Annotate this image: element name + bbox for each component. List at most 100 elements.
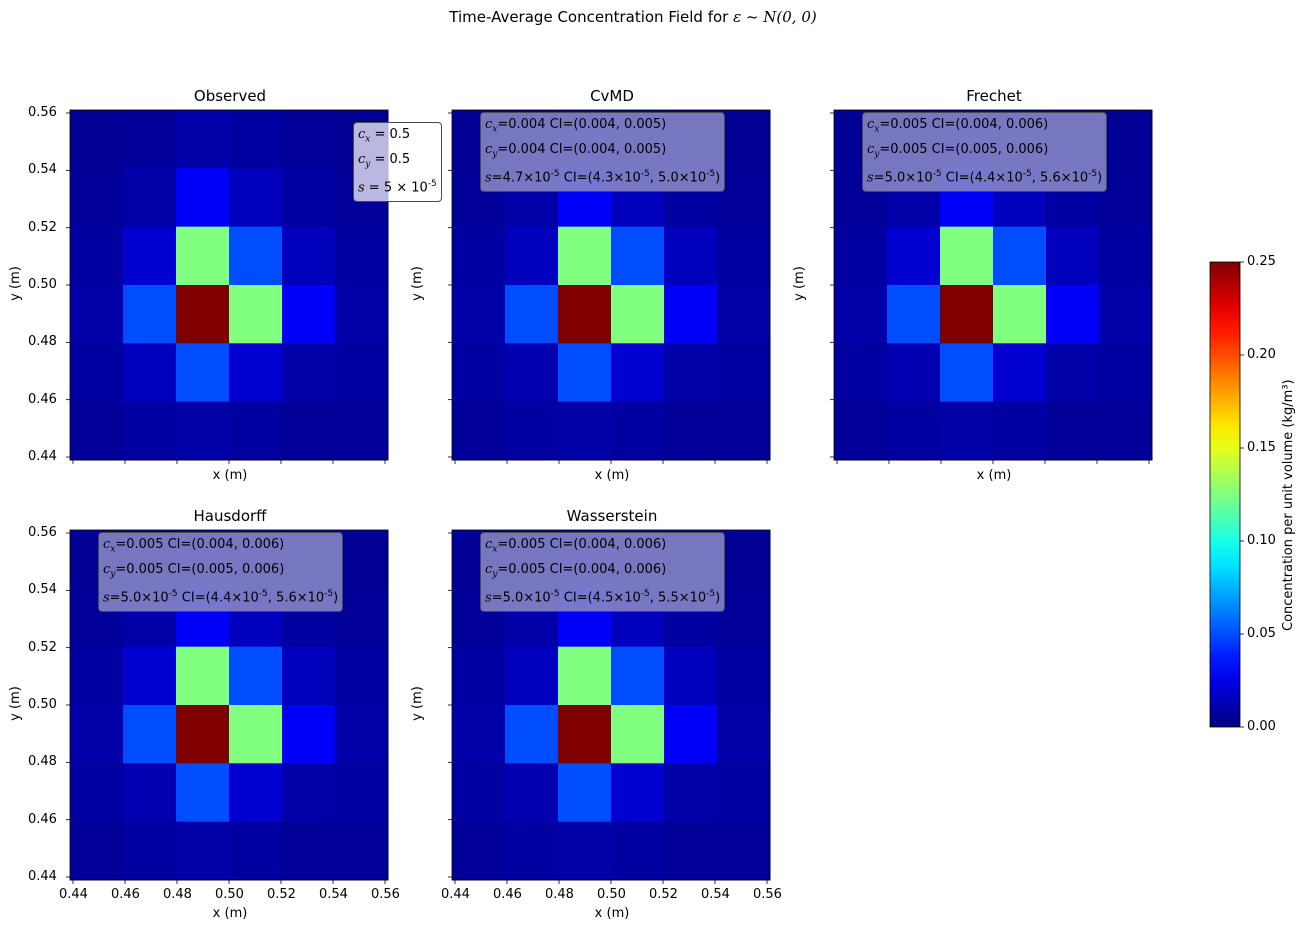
heat-cell xyxy=(505,285,559,344)
figure-title-text: Time-Average Concentration Field for xyxy=(449,8,734,26)
heat-cell xyxy=(993,226,1047,286)
y-tick-label: 0.54 xyxy=(28,582,57,598)
heat-cell xyxy=(452,646,506,706)
heat-cell xyxy=(123,401,177,461)
x-tick-label: 0.46 xyxy=(493,887,522,902)
heat-cell xyxy=(664,226,718,286)
colorbar-tick-label: 0.25 xyxy=(1247,254,1276,269)
heat-cell xyxy=(335,821,389,881)
heat-cell xyxy=(717,588,771,648)
heat-cell xyxy=(282,401,336,461)
parameter-line: s=5.0×10-5 CI=(4.5×10-5, 5.5×10-5) xyxy=(485,589,721,606)
heat-cell xyxy=(70,168,124,228)
x-tick-label: 0.54 xyxy=(701,887,730,902)
heat-cell xyxy=(229,401,283,461)
heat-cell xyxy=(611,226,665,286)
heat-cell xyxy=(335,285,389,344)
x-tick-label: 0.50 xyxy=(597,887,626,902)
heat-cell xyxy=(123,285,177,344)
y-tick-label: 0.56 xyxy=(28,525,57,540)
panel-title: Observed xyxy=(193,87,267,105)
heat-cell xyxy=(229,285,283,344)
heat-cell xyxy=(887,401,941,461)
heat-cell xyxy=(717,168,771,228)
heat-cell xyxy=(282,821,336,881)
x-tick-label: 0.48 xyxy=(545,887,574,902)
heat-cell xyxy=(176,226,230,286)
heat-cell xyxy=(664,401,718,461)
panel-title: CvMD xyxy=(590,87,634,105)
heat-cell xyxy=(717,705,771,764)
heat-cell xyxy=(834,285,888,344)
parameter-line: cx=0.005 CI=(0.004, 0.006) xyxy=(103,537,285,555)
heat-cell xyxy=(834,401,888,461)
heat-cell xyxy=(176,110,230,169)
colorbar-label: Concentration per unit volume (kg/m³) xyxy=(1281,379,1296,631)
heat-cell xyxy=(558,343,612,403)
heat-cell xyxy=(123,343,177,403)
heat-cell xyxy=(505,705,559,764)
parameter-line: s=5.0×10-5 CI=(4.4×10-5, 5.6×10-5) xyxy=(103,589,339,606)
heat-cell xyxy=(282,343,336,403)
heat-cell xyxy=(1046,343,1100,403)
heat-cell xyxy=(664,763,718,823)
heat-cell xyxy=(1099,285,1153,344)
figure-title-math: ε ~ N(0, 0) xyxy=(733,8,817,26)
y-axis-label: y (m) xyxy=(409,266,425,301)
heat-cell xyxy=(887,226,941,286)
panel-observed xyxy=(66,109,389,464)
heat-cell xyxy=(70,763,124,823)
parameter-box: cx=0.005 CI=(0.004, 0.006) cy=0.005 CI=(0… xyxy=(98,532,344,612)
heat-cell xyxy=(176,646,230,706)
y-tick-label: 0.50 xyxy=(28,697,57,712)
heat-cell xyxy=(887,285,941,344)
colorbar-tick-label: 0.05 xyxy=(1247,626,1276,641)
heat-cell xyxy=(993,401,1047,461)
parameter-box: cx=0.004 CI=(0.004, 0.005) cy=0.004 CI=(0… xyxy=(480,112,726,192)
x-axis-label: x (m) xyxy=(594,468,630,483)
heat-cell xyxy=(176,401,230,461)
x-axis-label: x (m) xyxy=(594,906,630,921)
x-axis-label: x (m) xyxy=(212,468,248,483)
heat-cell xyxy=(176,821,230,881)
heat-cell xyxy=(452,401,506,461)
heat-cell xyxy=(282,110,336,169)
heat-cell xyxy=(335,401,389,461)
parameter-line: cx=0.004 CI=(0.004, 0.005) xyxy=(485,117,667,135)
heat-cell xyxy=(505,646,559,706)
heat-cell xyxy=(611,285,665,344)
heat-cell xyxy=(70,705,124,764)
heat-cell xyxy=(452,343,506,403)
heat-cell xyxy=(282,285,336,344)
parameter-line: cx = 0.5 xyxy=(358,127,411,145)
heat-cell xyxy=(229,821,283,881)
y-axis-label: y (m) xyxy=(409,686,425,721)
heat-cell xyxy=(558,285,612,344)
heat-cell xyxy=(70,401,124,461)
parameter-line: s=5.0×10-5 CI=(4.4×10-5, 5.6×10-5) xyxy=(867,169,1103,186)
heat-cell xyxy=(834,226,888,286)
heat-cell xyxy=(335,705,389,764)
heat-cell xyxy=(229,168,283,228)
heat-cell xyxy=(611,821,665,881)
colorbar-tick-label: 0.20 xyxy=(1247,347,1276,362)
figure-title: Time-Average Concentration Field for ε ~… xyxy=(0,8,1266,26)
heat-cell xyxy=(717,530,771,589)
y-tick-label: 0.50 xyxy=(28,277,57,292)
heat-cell xyxy=(176,168,230,228)
heat-cell xyxy=(1046,285,1100,344)
heat-cell xyxy=(611,763,665,823)
heat-cell xyxy=(70,646,124,706)
heat-cell xyxy=(335,226,389,286)
parameter-line: cy=0.005 CI=(0.005, 0.006) xyxy=(103,561,285,580)
heat-cell xyxy=(282,646,336,706)
heat-cell xyxy=(505,343,559,403)
parameter-line: cy = 0.5 xyxy=(358,151,411,170)
y-tick-label: 0.46 xyxy=(28,391,57,407)
heat-cell xyxy=(611,646,665,706)
heat-cell xyxy=(335,588,389,648)
panel-title: Frechet xyxy=(966,87,1022,105)
x-tick-label: 0.44 xyxy=(59,887,88,902)
heat-cell xyxy=(229,343,283,403)
x-axis-label: x (m) xyxy=(976,468,1012,483)
